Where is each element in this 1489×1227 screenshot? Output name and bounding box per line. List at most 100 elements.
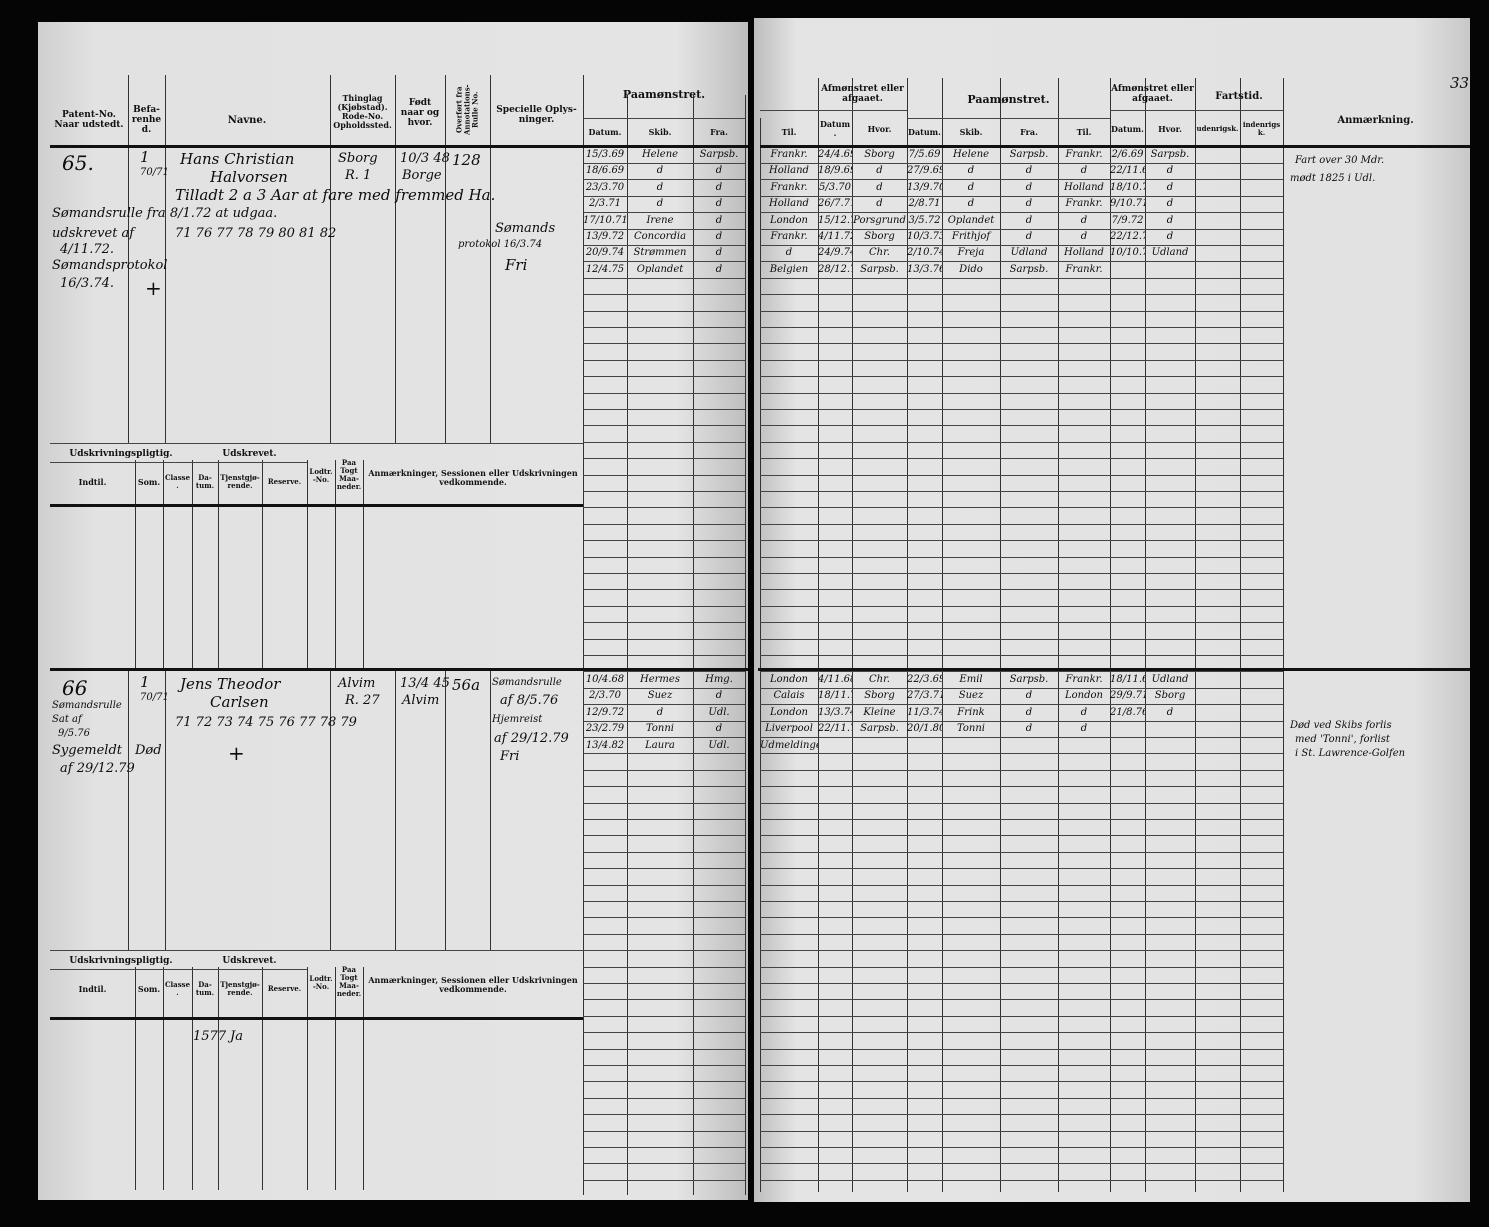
ledger-cell: d [1166,707,1174,718]
ledger-cell: Holland [1064,247,1104,258]
header-hvor-2: Hvor. [1158,123,1182,134]
special-note: af 29/12.79 [494,731,569,746]
row-rule [760,967,1283,968]
ledger-cell: 10/10.74 [1110,247,1145,258]
row-rule [760,622,1283,623]
row-rule [760,786,1283,787]
row-rule [583,343,745,344]
row-rule [760,507,1283,508]
ledger-cell: 13/3.76 [907,264,942,275]
ledger-cell: 18/9.69 [818,165,852,176]
ledger-cell: Concordia [633,231,687,242]
column-rule [445,75,446,443]
ledger-cell: Udl. [708,707,730,718]
ledger-cell: 22/12.73 [1110,231,1145,242]
patent-note: 9/5.76 [58,728,90,739]
ledger-cell: d [1166,165,1174,176]
special-note: Sømands [495,221,556,236]
row-rule [583,622,745,623]
sub-header-udskrivningspligtig: Udskrivningspligtig. [69,955,173,966]
column-rule [942,78,943,1192]
column-rule [490,75,491,443]
column-rule [1058,78,1059,1192]
row-rule [50,462,300,463]
ledger-cell: London [1065,690,1103,701]
remark: med 'Tonni', forlist [1295,734,1390,745]
row-rule [583,967,745,968]
sub-header-paa-togt: Paa Togt Maa-neder. [336,458,362,491]
thinglag: Sborg [338,151,378,166]
ledger-cell: 13/9.70 [907,182,942,193]
left-page [38,22,748,1200]
special-note: Hjemreist [492,714,543,725]
thinglag: Alvim [338,676,376,691]
ledger-cell: 2/8.71 [908,198,941,209]
ledger-cell: d [967,198,975,209]
ledger-cell: d [656,198,664,209]
row-rule [192,462,307,463]
sub-header-anmaerkninger: Anmærkninger, Sessionen eller Udskrivnin… [368,468,578,487]
row-rule [583,327,745,328]
row-rule [583,589,745,590]
ledger-cell: 2/3.70 [589,690,621,701]
row-rule [760,163,1283,164]
row-rule [583,1032,745,1033]
fodt-date: 10/3 48 [400,151,450,166]
ledger-cell: Sborg [864,690,895,701]
header-afmonstret-2: Afmønstret eller afgaaet. [1111,84,1194,104]
sub-header-datum: Da-tum. [195,473,215,490]
column-rule [330,75,331,443]
header-fra-2: Fra. [1020,126,1038,137]
row-rule [907,118,1110,119]
ledger-cell: d [785,247,793,258]
ledger-cell: 28/12.75 [818,264,852,275]
ledger-cell: d [967,182,975,193]
name-last: Carlsen [210,693,269,711]
row-rule [760,327,1283,328]
row-rule [760,1180,1283,1181]
row-rule [50,950,583,951]
row-rule [760,704,1283,705]
ledger-cell: d [1025,182,1033,193]
column-rule [262,460,263,668]
ledger-cell: 2/3.71 [589,198,621,209]
ledger-cell: d [656,165,664,176]
ledger-cell: 3/5.72 [908,215,941,226]
header-datum-2: Datum. [819,119,851,138]
column-rule [363,967,364,1190]
name-last: Halvorsen [210,168,288,186]
row-rule [583,721,745,722]
row-rule [583,557,745,558]
column-rule [307,460,308,668]
row-rule [760,737,1283,738]
row-rule [760,1098,1283,1099]
row-rule [760,721,1283,722]
ledger-cell: d [1080,231,1088,242]
column-rule [218,967,219,1190]
ledger-cell: Suez [958,690,984,701]
row-rule [760,770,1283,771]
ledger-cell: Tonni [957,723,985,734]
row-rule [583,118,745,119]
ledger-cell: d [715,231,723,242]
ledger-cell: 23/3.70 [585,182,625,193]
ledger-cell: d [1080,215,1088,226]
header-befarenhed: Befa-renhed. [131,105,162,135]
ledger-cell: Holland [769,165,809,176]
ledger-cell: Oplandet [636,264,684,275]
ledger-cell: 12/4.75 [585,264,625,275]
row-rule [760,917,1283,918]
sub-header-tjenstgjorende: Tjenstgjø-rende. [220,473,260,490]
row-rule [760,425,1283,426]
overfort: 56a [452,676,481,694]
row-rule [583,1065,745,1066]
years: 71 76 77 78 79 80 81 82 [175,226,337,241]
column-rule [262,967,263,1190]
row-rule [50,443,583,444]
row-rule [760,852,1283,853]
row-rule [760,179,1283,180]
ledger-cell: d [715,264,723,275]
ledger-cell: Frankr. [1065,149,1103,160]
ledger-cell: d [715,165,723,176]
ledger-cell: 18/10.70 [1110,182,1145,193]
